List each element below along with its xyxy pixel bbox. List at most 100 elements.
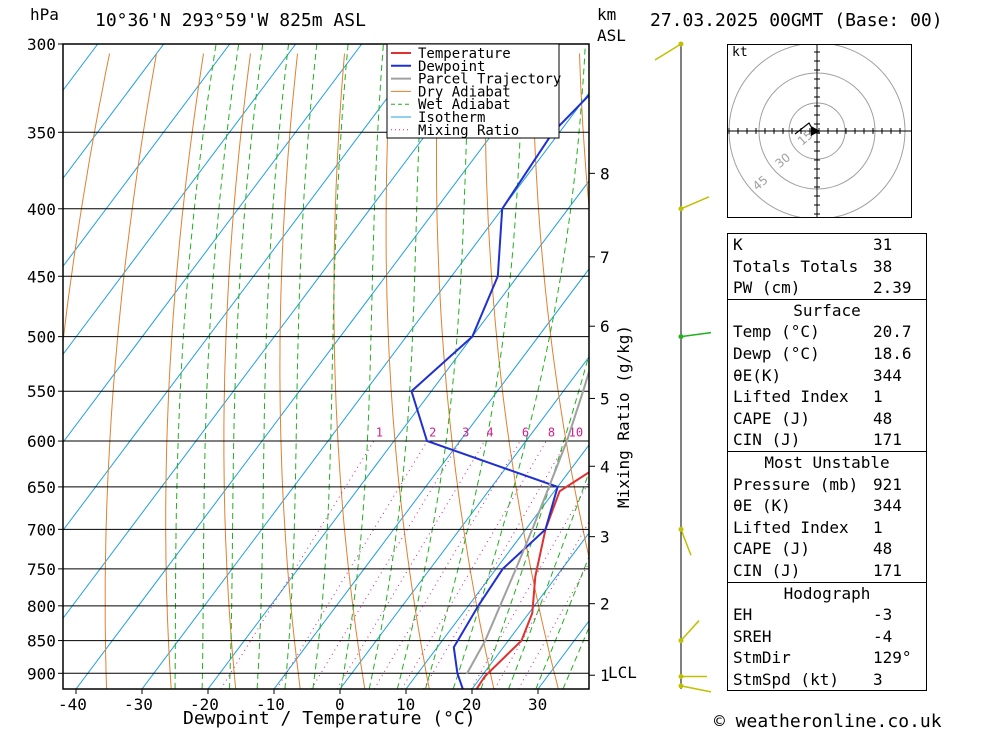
wet-adiabat-line bbox=[480, 353, 589, 689]
lcl-label: LCL bbox=[608, 663, 637, 682]
surface-index-row: Temp (°C) 20.7 bbox=[728, 321, 926, 343]
location-title: 10°36'N 293°59'W 825m ASL bbox=[95, 10, 366, 31]
wind-barb-dot bbox=[678, 41, 684, 47]
plot-frame bbox=[62, 43, 590, 690]
most-unstable-indices: Most Unstable Pressure (mb) 921 θE (K) 344 L… bbox=[727, 450, 927, 582]
temperature-tick-label: -20 bbox=[190, 695, 219, 714]
legend-label: Dewpoint bbox=[418, 59, 485, 75]
hodograph-unit: kt bbox=[732, 45, 748, 60]
wet-adiabat-line bbox=[284, 44, 318, 689]
wet-adiabat-line bbox=[174, 44, 217, 689]
pressure-tick-label: 900 bbox=[27, 664, 56, 683]
mixing-ratio-label: 3 bbox=[462, 425, 469, 439]
km-unit-asl: ASL bbox=[597, 26, 626, 45]
wind-barb bbox=[680, 685, 712, 693]
pressure-tick-label: 600 bbox=[27, 432, 56, 451]
isotherm-line bbox=[63, 44, 495, 620]
wind-barb bbox=[654, 43, 682, 61]
wind-barb-dot bbox=[678, 638, 684, 644]
temperature-tick-label: 10 bbox=[396, 695, 415, 714]
km-tick-label: 7 bbox=[600, 248, 610, 267]
legend-label: Parcel Trajectory bbox=[418, 72, 561, 88]
temperature-tick-label: -40 bbox=[58, 695, 87, 714]
x-axis-label: Dewpoint / Temperature (°C) bbox=[183, 708, 476, 729]
legend-box bbox=[386, 43, 560, 139]
isotherm-line bbox=[141, 92, 589, 689]
isotherm-line bbox=[63, 44, 429, 532]
most-unstable-index-key: Pressure (mb) bbox=[733, 474, 859, 494]
isotherm-line bbox=[63, 44, 231, 268]
wind-barb-dot bbox=[678, 683, 684, 689]
dry-adiabat-line bbox=[223, 53, 251, 689]
datetime: 27.03.2025 00GMT (Base: 00) bbox=[650, 10, 943, 31]
surface-index-key: CIN (J) bbox=[733, 430, 801, 450]
wind-barb bbox=[680, 529, 692, 556]
isotherm-line bbox=[471, 532, 589, 689]
most-unstable-index-value: 171 bbox=[873, 560, 902, 580]
dry-adiabat-line bbox=[385, 53, 430, 689]
mixing-ratio-line bbox=[276, 440, 428, 689]
surface-index-key: θE(K) bbox=[733, 365, 782, 385]
series-parcel-trajectory bbox=[465, 368, 589, 675]
mixing-ratio-label: 4 bbox=[486, 425, 493, 439]
km-tick-label: 2 bbox=[600, 595, 610, 614]
surface-index-value: 18.6 bbox=[873, 343, 912, 363]
surface-index-key: Temp (°C) bbox=[733, 322, 820, 342]
mixing-ratio-line bbox=[220, 440, 375, 689]
indices-panel: K 31 Totals Totals 38 PW (cm) 2.39 Surface Te… bbox=[727, 233, 927, 692]
dry-adiabat-line bbox=[279, 53, 301, 689]
pressure-tick-label: 750 bbox=[27, 560, 56, 579]
mixing-ratio-axis-label: Mixing Ratio (g/kg) bbox=[614, 324, 633, 508]
hodograph-index-key: StmSpd (kt) bbox=[733, 669, 839, 689]
mixing-ratio-label: 8 bbox=[548, 425, 555, 439]
copyright[interactable]: © weatheronline.co.uk bbox=[714, 711, 942, 732]
km-tick-label: 1 bbox=[600, 666, 610, 685]
isotherm-line bbox=[339, 356, 589, 689]
dry-adiabat-line bbox=[484, 53, 559, 689]
hodograph-index-value: 129° bbox=[873, 648, 912, 668]
legend-label: Mixing Ratio bbox=[418, 123, 519, 139]
isotherm-line bbox=[273, 268, 589, 689]
pressure-tick-label: 350 bbox=[27, 123, 56, 142]
temperature-tick-label: -10 bbox=[256, 695, 285, 714]
dry-adiabat-line bbox=[333, 53, 366, 689]
surface-title: Surface bbox=[793, 300, 861, 320]
km-tick-label: 8 bbox=[600, 164, 610, 183]
wet-adiabat-line bbox=[535, 555, 589, 689]
hodograph-index-row: StmSpd (kt) 3 bbox=[728, 669, 926, 691]
hodograph-index-row: SREH -4 bbox=[728, 626, 926, 648]
mixing-ratio-line bbox=[518, 561, 589, 689]
pressure-tick-label: 500 bbox=[27, 328, 56, 347]
most-unstable-index-value: 1 bbox=[873, 517, 883, 537]
hodograph-ring-label: 30 bbox=[772, 150, 793, 171]
dry-adiabat-line bbox=[532, 53, 589, 560]
wet-adiabat-line bbox=[424, 44, 525, 689]
surface-index-value: 48 bbox=[873, 408, 893, 428]
dry-adiabat-line bbox=[579, 53, 589, 212]
mixing-ratio-label: 6 bbox=[522, 425, 529, 439]
hodograph-index-row: StmDir 129° bbox=[728, 647, 926, 669]
hodograph-index-key: EH bbox=[733, 605, 753, 625]
temperature-tick-label: 0 bbox=[335, 695, 345, 714]
surface-indices: Surface Temp (°C) 20.7 Dewp (°C) 18.6 θE(K) 3… bbox=[727, 298, 927, 451]
surface-index-key: Dewp (°C) bbox=[733, 343, 820, 363]
mixing-ratio-label: 1 bbox=[376, 425, 383, 439]
wind-barb-dot bbox=[678, 673, 684, 679]
surface-index-row: CIN (J) 171 bbox=[728, 429, 926, 451]
legend-label: Isotherm bbox=[418, 110, 485, 126]
temperature-tick-label: -30 bbox=[124, 695, 153, 714]
dry-adiabat-line bbox=[956, 54, 1000, 690]
surface-index-value: 1 bbox=[873, 387, 883, 407]
pressure-unit: hPa bbox=[30, 5, 59, 24]
temperature-tick-label: 20 bbox=[462, 695, 481, 714]
most-unstable-title: Most Unstable bbox=[764, 452, 890, 472]
general-index-value: 31 bbox=[873, 235, 893, 254]
series-temperature bbox=[475, 471, 589, 689]
most-unstable-index-key: θE (K) bbox=[733, 496, 791, 516]
wind-barb-dot bbox=[678, 206, 684, 212]
wind-barb-dot bbox=[678, 334, 684, 340]
hodograph-index-key: SREH bbox=[733, 626, 772, 646]
wet-adiabat-line bbox=[201, 44, 240, 689]
series-dewpoint bbox=[410, 93, 589, 689]
